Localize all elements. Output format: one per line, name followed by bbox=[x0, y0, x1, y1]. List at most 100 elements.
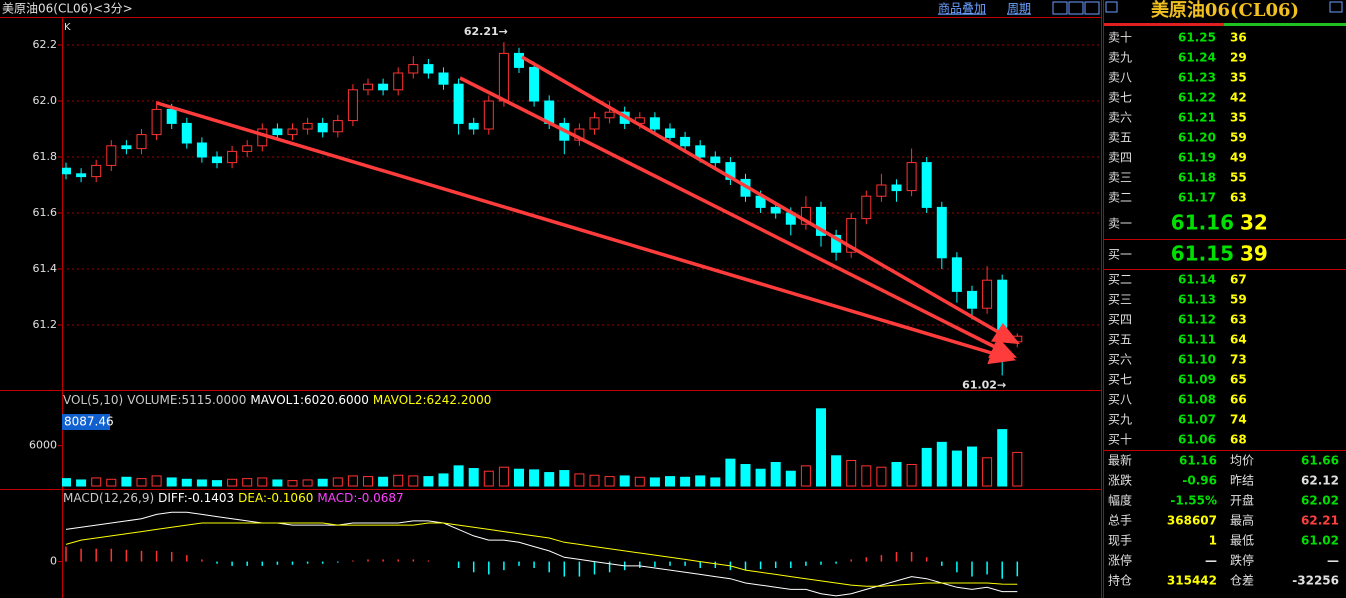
volume-bar bbox=[257, 477, 268, 487]
volume-bar bbox=[649, 477, 660, 487]
book-volume: 63 bbox=[1230, 191, 1247, 205]
book-label: 卖八 bbox=[1108, 71, 1132, 85]
price-annotation: 61.02→ bbox=[962, 378, 1006, 391]
legend-item: MAVOL2:6242.2000 bbox=[373, 393, 492, 407]
volume-bar bbox=[272, 479, 283, 487]
candle-body bbox=[604, 111, 615, 119]
candle-body bbox=[453, 83, 464, 124]
indicator-legend: MACD(12,26,9) DIFF:-0.1403 DEA:-0.1060 MACD… bbox=[63, 491, 404, 505]
legend-item: DIFF:-0.1403 bbox=[158, 491, 234, 505]
candle-body bbox=[649, 117, 660, 130]
stat-label: 最低 bbox=[1230, 534, 1254, 548]
book-volume: 59 bbox=[1230, 131, 1247, 145]
volume-bar bbox=[846, 459, 857, 487]
candle-body bbox=[121, 145, 132, 150]
volume-bar bbox=[91, 477, 102, 487]
legend-item: MACD(12,26,9) bbox=[63, 491, 154, 505]
book-label: 卖七 bbox=[1108, 91, 1132, 105]
overlay-link[interactable]: 商品叠加 bbox=[938, 1, 986, 16]
volume-bar bbox=[196, 479, 207, 487]
candle-body bbox=[861, 195, 872, 220]
volume-bar bbox=[725, 458, 736, 487]
icon-button[interactable] bbox=[1052, 1, 1068, 15]
book-volume: 55 bbox=[1230, 171, 1247, 185]
candle-body bbox=[725, 162, 736, 180]
book-volume: 35 bbox=[1230, 111, 1247, 125]
book-label: 卖九 bbox=[1108, 51, 1132, 65]
book-label: 买八 bbox=[1108, 393, 1132, 407]
stat-label: 跌停 bbox=[1230, 553, 1254, 568]
volume-bar bbox=[936, 441, 947, 487]
candle-body bbox=[408, 64, 419, 74]
volume-bar bbox=[740, 464, 751, 487]
candle-body bbox=[906, 162, 917, 192]
book-price: 61.25 bbox=[1178, 31, 1216, 45]
y-tick-label: 61.2 bbox=[33, 318, 58, 331]
stat-value: 62.02 bbox=[1301, 494, 1339, 508]
quote-title: 美原油06(CL06) bbox=[1151, 0, 1299, 21]
stat-label: 持仓 bbox=[1108, 573, 1132, 588]
book-price: 61.14 bbox=[1178, 273, 1216, 287]
volume-bar bbox=[861, 465, 872, 487]
candle-body bbox=[227, 150, 238, 164]
stat-label: 现手 bbox=[1108, 534, 1132, 548]
book-volume: 67 bbox=[1230, 273, 1247, 287]
candle-body bbox=[816, 206, 826, 236]
macd-plot bbox=[65, 511, 1019, 597]
y-tick-label: 62.0 bbox=[33, 94, 58, 107]
book-price: 61.19 bbox=[1178, 151, 1216, 165]
candle-body bbox=[166, 108, 177, 124]
candle-body bbox=[62, 167, 71, 175]
stat-label: 开盘 bbox=[1230, 493, 1254, 508]
candle-body bbox=[967, 290, 977, 309]
candle-body bbox=[287, 128, 298, 136]
volume-bar bbox=[136, 478, 147, 487]
volume-bar bbox=[816, 408, 826, 487]
candle-body bbox=[393, 72, 404, 91]
quote-panel: 美原油06(CL06) 卖十 61.25 36 卖九 61.24 29 卖八 61.23 35 卖… bbox=[1104, 0, 1346, 588]
icon-button[interactable] bbox=[1084, 1, 1100, 15]
volume-bar bbox=[453, 465, 464, 487]
book-price: 61.21 bbox=[1178, 111, 1216, 125]
candle-body bbox=[665, 128, 675, 138]
volume-pane: 6000 VOL(5,10) VOLUME:5115.0000 MAVOL1:6020… bbox=[29, 390, 1023, 489]
volume-bar bbox=[302, 479, 313, 487]
volume-bar bbox=[710, 477, 721, 487]
stat-value: — bbox=[1205, 554, 1217, 568]
candle-body bbox=[680, 136, 691, 147]
candle-body bbox=[151, 108, 162, 136]
volume-bar bbox=[951, 450, 962, 487]
icon-button[interactable] bbox=[1068, 1, 1084, 15]
stat-value: 62.21 bbox=[1301, 514, 1339, 528]
volume-bar bbox=[468, 468, 479, 487]
icon-button[interactable] bbox=[1105, 1, 1118, 13]
book-price: 61.23 bbox=[1178, 71, 1216, 85]
candle-body bbox=[468, 122, 479, 130]
book-volume: 64 bbox=[1230, 333, 1247, 347]
book-volume: 36 bbox=[1230, 31, 1247, 45]
y-tick-label: 61.6 bbox=[33, 206, 58, 219]
period-link[interactable]: 周期 bbox=[1007, 2, 1031, 16]
stat-label: 均价 bbox=[1230, 454, 1254, 468]
drawn-arrows bbox=[156, 55, 1020, 365]
book-label: 买十 bbox=[1108, 433, 1132, 447]
volume-bar bbox=[800, 465, 811, 487]
indicator-legend: VOL(5,10) VOLUME:5115.0000 MAVOL1:6020.600… bbox=[63, 393, 491, 407]
volume-bar bbox=[332, 477, 343, 487]
book-volume: 42 bbox=[1230, 91, 1247, 105]
cursor-box bbox=[62, 414, 110, 430]
volume-bar bbox=[967, 446, 977, 487]
icon-button[interactable] bbox=[1329, 1, 1343, 13]
candle-body bbox=[800, 206, 811, 225]
volume-bar bbox=[589, 474, 600, 487]
stat-value: 1 bbox=[1209, 534, 1217, 548]
book-volume: 59 bbox=[1230, 293, 1247, 307]
volume-bar bbox=[544, 472, 555, 487]
stat-label: 最新 bbox=[1108, 453, 1132, 468]
candle-body bbox=[378, 83, 389, 91]
book-volume: 68 bbox=[1230, 433, 1247, 447]
book-label: 卖三 bbox=[1108, 171, 1132, 185]
book-price: 61.18 bbox=[1178, 171, 1216, 185]
